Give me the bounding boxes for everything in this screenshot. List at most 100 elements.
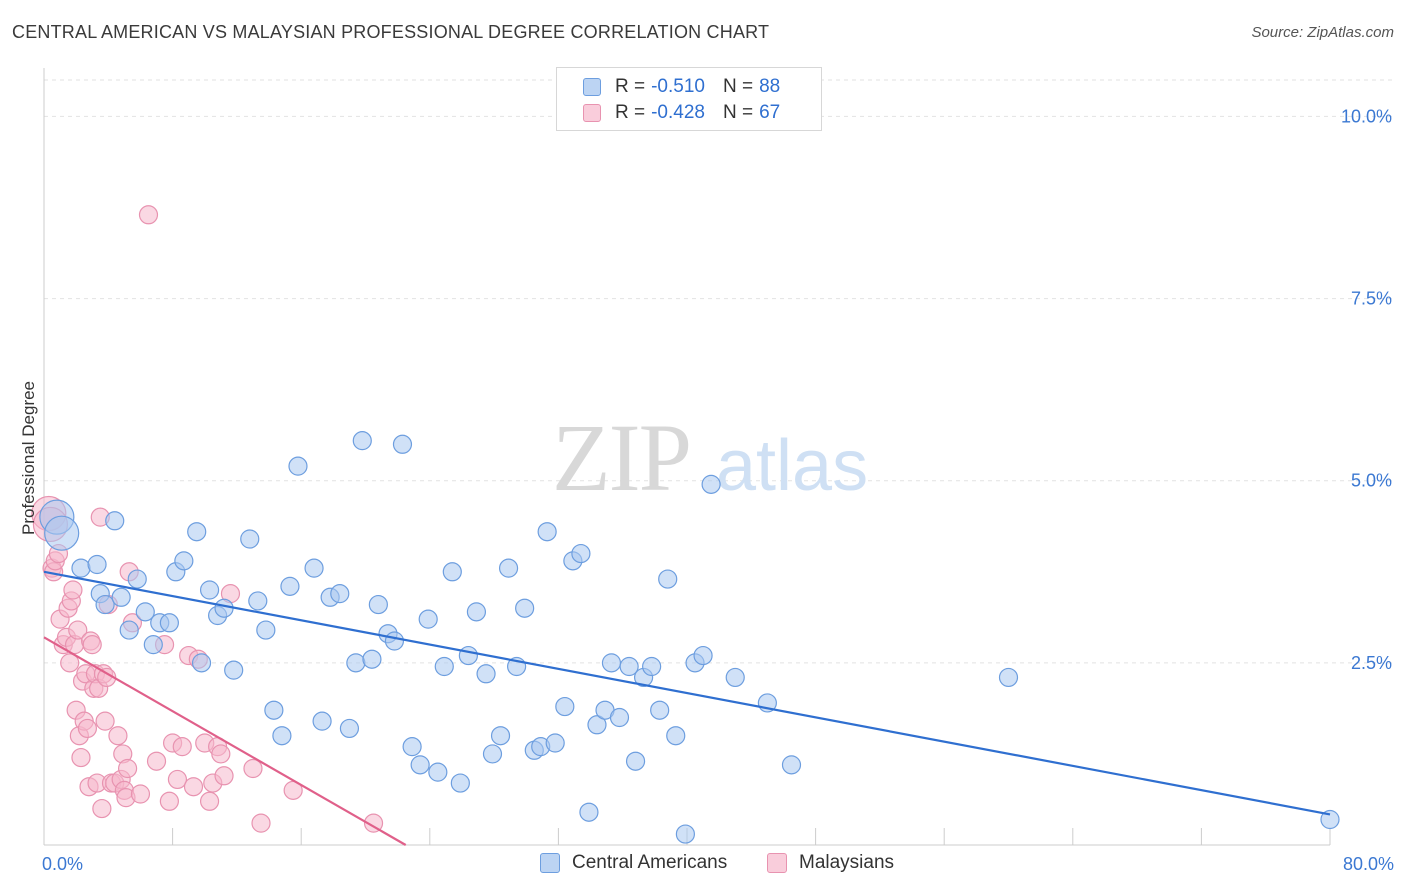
central-american-point <box>135 602 155 622</box>
central-american-point <box>127 569 147 589</box>
central-american-point <box>428 762 448 782</box>
central-american-point <box>998 667 1019 688</box>
malaysian-point <box>363 813 384 833</box>
stats-row-malaysians: R = -0.428 N = 67 <box>583 102 780 124</box>
malaysian-point <box>159 791 179 811</box>
central-american-point <box>482 744 503 764</box>
central-american-point <box>330 584 350 604</box>
blue-swatch <box>540 853 560 873</box>
malaysian-point <box>138 205 159 225</box>
central-american-point <box>187 522 207 542</box>
central-american-point <box>701 474 721 494</box>
chart-title: CENTRAL AMERICAN VS MALAYSIAN PROFESSION… <box>12 22 770 42</box>
n-label: N = <box>722 102 754 123</box>
malaysian-point <box>251 813 271 833</box>
malaysian-point <box>167 769 188 790</box>
malaysian-point <box>211 744 231 764</box>
central-american-point <box>619 656 639 677</box>
central-american-point <box>119 620 139 640</box>
central-american-point <box>264 700 284 720</box>
legend-label: Central Americans <box>572 852 728 873</box>
central-american-point <box>105 511 125 531</box>
central-american-point <box>362 649 382 669</box>
central-american-point <box>346 653 366 673</box>
central-american-point <box>642 656 662 677</box>
central-american-point <box>191 653 212 673</box>
x-tick-label-max: 80.0% <box>1343 854 1394 874</box>
malaysian-point <box>63 580 83 600</box>
malaysian-point <box>68 620 88 640</box>
central-american-point <box>95 594 115 615</box>
watermark-zip: ZIP <box>552 404 690 511</box>
y-tick-label: 2.5% <box>1351 653 1392 673</box>
central-american-point <box>579 802 599 822</box>
central-american-point <box>159 613 179 633</box>
central-american-point <box>693 645 713 666</box>
central-american-point <box>256 620 276 640</box>
malaysian-point <box>77 718 98 739</box>
central-american-point <box>174 551 194 571</box>
central-american-point <box>368 594 388 615</box>
central-american-point <box>87 554 107 575</box>
malaysian-point <box>117 758 138 779</box>
axes <box>43 68 1331 846</box>
central-americans-trend-line <box>43 570 1331 816</box>
central-american-point <box>466 602 487 622</box>
central-american-point <box>450 773 470 793</box>
central-american-point <box>71 558 91 578</box>
central-american-point <box>392 434 413 454</box>
malaysian-point <box>214 766 234 786</box>
central-american-point <box>609 707 630 728</box>
malaysian-point <box>71 747 91 768</box>
central-american-point <box>601 653 622 673</box>
pink-swatch <box>767 853 787 873</box>
stats-legend: R = -0.510 N = 88 R = -0.428 N = 67 <box>556 67 822 131</box>
central-american-point <box>352 431 372 451</box>
central-american-point <box>587 715 607 735</box>
central-american-point <box>458 645 478 666</box>
central-american-point <box>402 737 422 757</box>
malaysian-point <box>172 737 192 757</box>
y-axis-label: Professional Degree <box>19 381 38 535</box>
central-american-point <box>555 696 575 717</box>
watermark-atlas: atlas <box>716 426 868 506</box>
central-american-point <box>658 569 678 589</box>
series-legend: Central Americans Malaysians <box>0 852 1406 878</box>
r-value: -0.428 <box>651 102 705 123</box>
central-american-point <box>434 656 454 677</box>
malaysian-point <box>243 758 263 779</box>
y-tick-label: 7.5% <box>1351 289 1392 309</box>
r-label: R = <box>615 76 646 97</box>
source-label: Source: ZipAtlas.com <box>1251 24 1394 41</box>
central-american-point <box>571 543 591 564</box>
trend-lines <box>43 570 1331 846</box>
central-american-point <box>545 733 565 753</box>
malaysian-point <box>92 798 112 819</box>
malaysian-point <box>146 751 167 771</box>
central-american-point <box>498 558 519 578</box>
central-american-point <box>1320 809 1340 830</box>
central-american-point <box>625 751 646 771</box>
legend-item-central-americans[interactable]: Central Americans <box>540 852 727 874</box>
grid-lines <box>44 79 1392 664</box>
central-american-point <box>240 529 260 549</box>
central-american-point <box>248 591 268 611</box>
central-american-point <box>515 598 535 618</box>
tick-labels: 2.5% 5.0% 7.5% 10.0% 0.0% 80.0% <box>42 106 1394 874</box>
legend-item-malaysians[interactable]: Malaysians <box>767 852 894 874</box>
central-american-point <box>418 609 438 629</box>
malaysian-point <box>183 777 204 797</box>
legend-label: Malaysians <box>799 852 895 873</box>
malaysian-point <box>95 711 115 731</box>
central-american-point <box>725 667 745 688</box>
central-american-point <box>476 664 496 684</box>
central-american-point <box>442 562 462 582</box>
malaysian-point <box>130 784 151 804</box>
central-american-point <box>224 660 244 680</box>
central-american-point <box>312 711 332 731</box>
central-american-point <box>339 718 360 739</box>
y-tick-label: 5.0% <box>1351 471 1392 491</box>
n-value: 88 <box>759 76 781 97</box>
malaysian-point <box>60 653 80 673</box>
central-american-point <box>490 726 511 746</box>
